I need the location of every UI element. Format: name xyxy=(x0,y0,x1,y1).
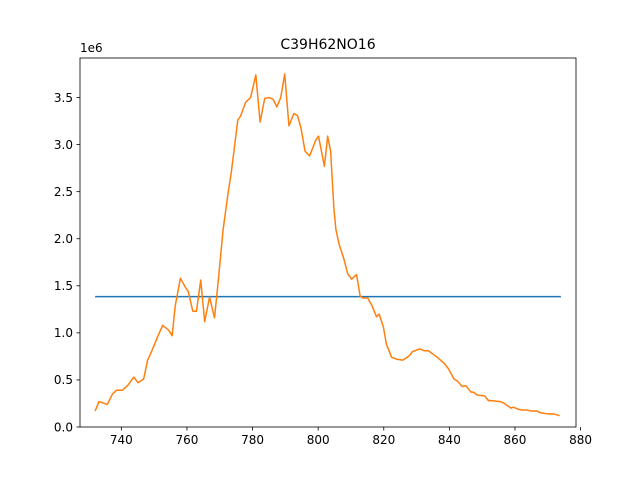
x-tick-label: 740 xyxy=(110,433,133,447)
y-tick-label: 2.0 xyxy=(54,232,73,246)
x-tick-label: 760 xyxy=(175,433,198,447)
x-tick-label: 880 xyxy=(569,433,592,447)
x-tick-label: 840 xyxy=(438,433,461,447)
axes-frame xyxy=(79,57,577,428)
y-tick-label: 0.5 xyxy=(54,373,73,387)
y-offset-label: 1e6 xyxy=(80,41,103,55)
x-tick-label: 780 xyxy=(241,433,264,447)
series-line-2 xyxy=(94,73,560,417)
y-tick-label: 3.0 xyxy=(54,138,73,152)
x-tick-label: 860 xyxy=(504,433,527,447)
y-tick-label: 0.0 xyxy=(54,420,73,434)
y-tick-label: 1.0 xyxy=(54,326,73,340)
x-tick-label: 800 xyxy=(307,433,330,447)
x-tick-label: 820 xyxy=(372,433,395,447)
y-tick-label: 1.5 xyxy=(54,279,73,293)
axes: 740 760 780 800 820 840 860 880 0.0 0.5 1.0 1.5 2.0 2… xyxy=(54,57,592,447)
y-tick-label: 3.5 xyxy=(54,91,73,105)
y-tick-label: 2.5 xyxy=(54,185,73,199)
plot-area xyxy=(94,73,561,417)
chart-title: C39H62NO16 xyxy=(280,37,375,53)
